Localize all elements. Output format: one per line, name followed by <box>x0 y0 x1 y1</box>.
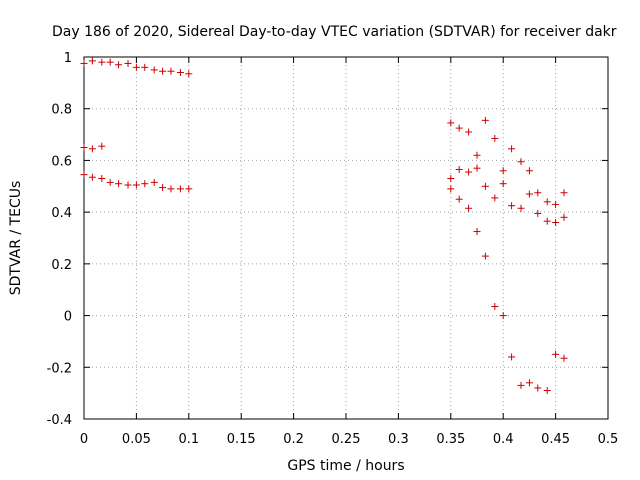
data-point <box>115 180 123 188</box>
x-tick-label: 0 <box>80 432 88 447</box>
data-point <box>80 144 88 151</box>
data-point <box>543 198 551 206</box>
x-tick-label: 0.25 <box>332 432 361 447</box>
data-point <box>534 209 542 217</box>
x-tick-label: 0.45 <box>541 432 570 447</box>
x-tick-label: 0.2 <box>283 432 304 447</box>
data-point <box>508 353 516 361</box>
data-point <box>534 384 542 392</box>
data-point <box>465 168 473 176</box>
data-point <box>543 217 551 225</box>
y-tick-label: 0.2 <box>51 258 72 273</box>
data-point <box>447 119 455 127</box>
y-tick-label: -0.2 <box>47 361 72 376</box>
data-point <box>447 185 455 193</box>
x-axis-label: GPS time / hours <box>287 458 404 474</box>
data-point <box>465 204 473 212</box>
data-point <box>150 66 158 74</box>
data-point <box>141 63 149 71</box>
data-point <box>508 145 516 153</box>
data-point <box>499 312 507 320</box>
data-point <box>88 145 96 153</box>
data-point <box>447 175 455 183</box>
y-tick-label: 0.6 <box>51 154 72 169</box>
data-point <box>80 171 88 179</box>
x-tick-label: 0.15 <box>227 432 256 447</box>
chart-title: Day 186 of 2020, Sidereal Day-to-day VTE… <box>52 24 617 40</box>
data-point <box>176 69 184 77</box>
y-tick-label: 1 <box>64 51 72 66</box>
data-point <box>167 185 175 193</box>
data-point <box>167 67 175 75</box>
data-point <box>481 182 489 190</box>
data-point <box>491 134 499 142</box>
data-point <box>517 381 525 389</box>
data-point <box>560 354 568 362</box>
data-point <box>132 63 140 71</box>
y-axis-label: SDTVAR / TECUs <box>8 181 24 296</box>
data-point <box>106 178 114 186</box>
data-point <box>98 58 106 66</box>
data-point <box>552 218 560 226</box>
y-tick-label: 0 <box>64 310 72 325</box>
x-tick-label: 0.35 <box>436 432 465 447</box>
data-point <box>517 158 525 166</box>
data-point <box>560 213 568 221</box>
data-point <box>491 194 499 202</box>
data-point <box>115 61 123 69</box>
data-point <box>159 184 167 192</box>
data-point <box>499 180 507 188</box>
data-point <box>88 57 96 65</box>
x-tick-label: 0.1 <box>178 432 199 447</box>
data-point <box>124 181 132 189</box>
data-point <box>176 185 184 193</box>
data-point <box>525 167 533 175</box>
data-point <box>473 164 481 172</box>
data-point <box>491 303 499 311</box>
y-axis: -0.4 -0.2 0 0.2 0.4 0.6 0.8 1 <box>47 51 608 428</box>
data-point <box>185 70 193 78</box>
data-point <box>455 195 463 203</box>
x-tick-label: 0.5 <box>598 432 619 447</box>
data-point <box>124 59 132 67</box>
data-point <box>481 116 489 124</box>
data-point <box>465 128 473 136</box>
data-point <box>159 67 167 75</box>
data-point <box>141 180 149 188</box>
grid-lines <box>84 57 608 419</box>
data-point <box>185 185 193 193</box>
data-point <box>80 59 88 67</box>
y-tick-label: 0.4 <box>51 206 72 221</box>
data-point <box>525 379 533 387</box>
y-tick-label: 0.8 <box>51 103 72 118</box>
data-point <box>150 178 158 186</box>
data-point <box>534 189 542 197</box>
data-point <box>560 189 568 197</box>
data-point <box>543 387 551 395</box>
data-point <box>106 58 114 66</box>
data-point <box>552 200 560 208</box>
data-point <box>552 350 560 358</box>
data-point <box>132 181 140 189</box>
data-point <box>473 151 481 159</box>
data-point <box>88 173 96 181</box>
y-tick-label: -0.4 <box>47 413 72 428</box>
data-point <box>517 204 525 212</box>
data-point <box>98 142 106 150</box>
data-point <box>481 252 489 260</box>
x-tick-label: 0.05 <box>122 432 151 447</box>
data-point <box>455 124 463 132</box>
data-point <box>455 165 463 173</box>
x-tick-label: 0.3 <box>388 432 409 447</box>
x-tick-label: 0.4 <box>493 432 514 447</box>
data-point <box>499 167 507 175</box>
data-point <box>508 202 516 210</box>
data-series <box>80 57 568 395</box>
data-point <box>473 228 481 236</box>
data-point <box>525 190 533 198</box>
data-point <box>98 175 106 183</box>
x-axis: 0 0.05 0.1 0.15 0.2 0.25 0.3 0.35 0.4 0.45 0.5 <box>80 57 618 447</box>
